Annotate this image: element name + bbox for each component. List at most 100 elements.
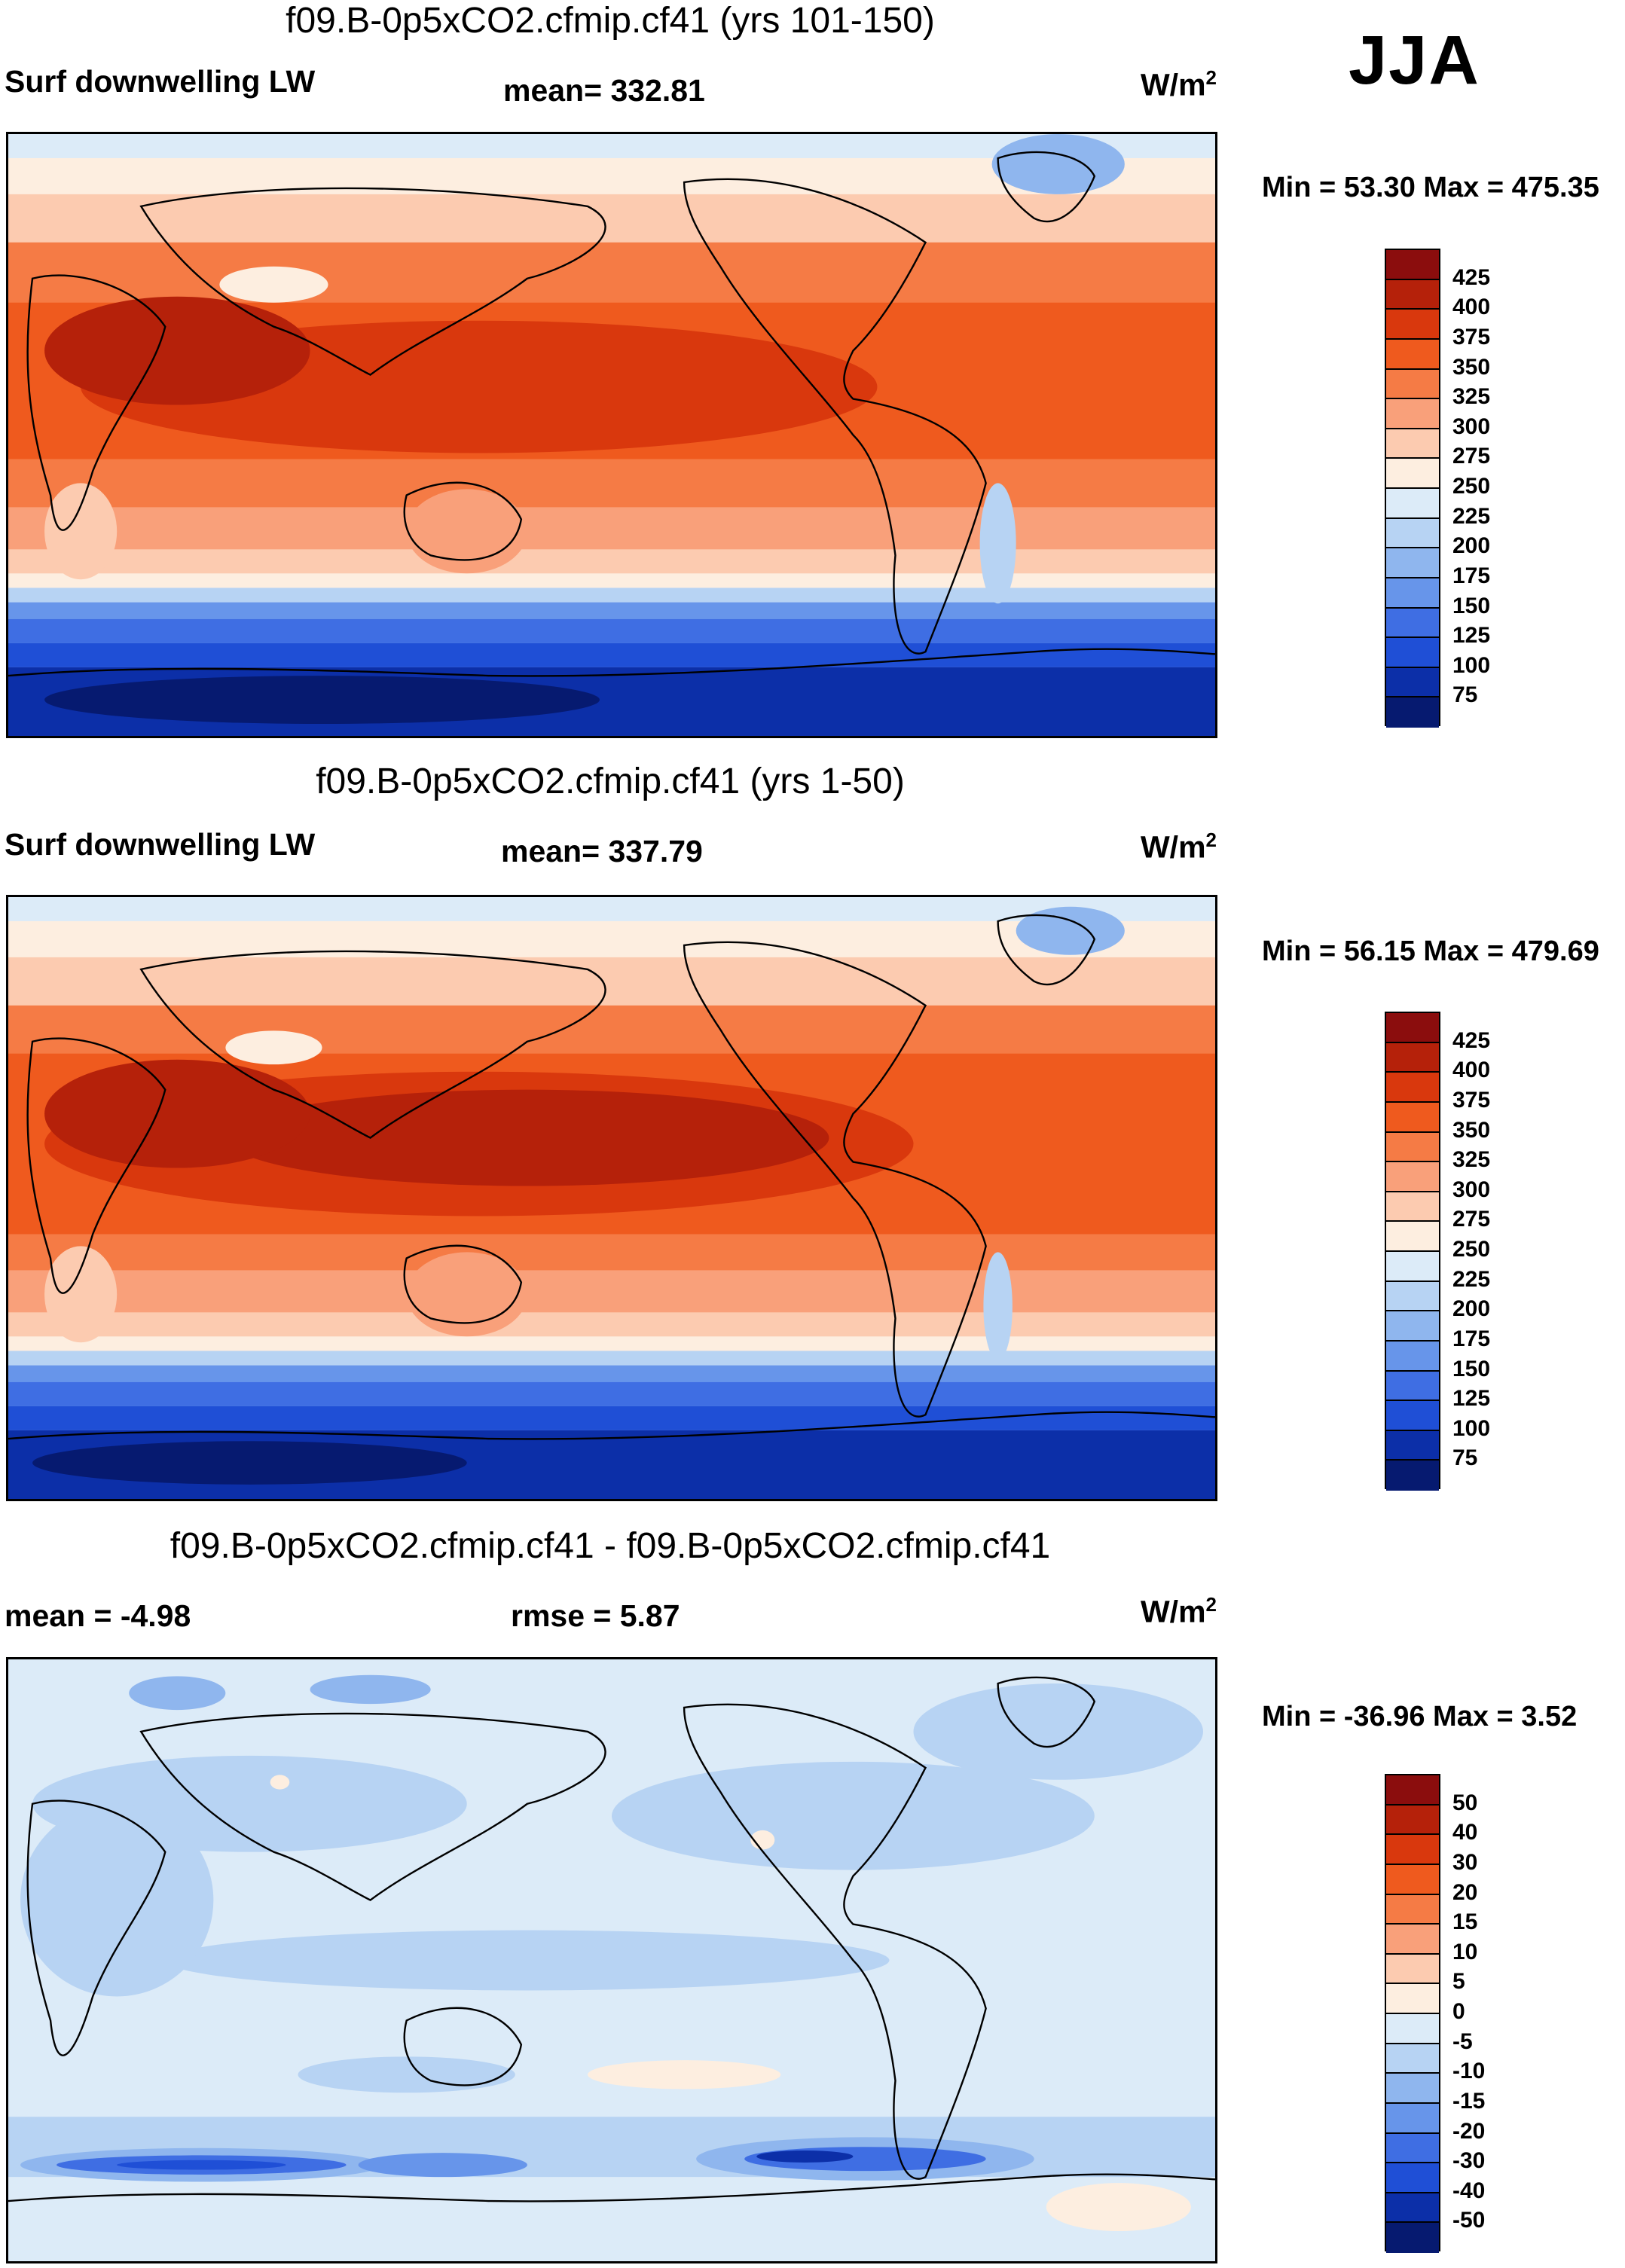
panel-2-mean-label: mean= 337.79 [501, 834, 703, 868]
colorbar-swatch [1386, 1775, 1439, 1806]
colorbar-tick-label: 250 [1452, 474, 1491, 499]
colorbar-swatch [1386, 250, 1439, 280]
panel-2-colorbar [1385, 1012, 1440, 1491]
colorbar-tick-label: 20 [1452, 1879, 1478, 1905]
panel-2-field [8, 897, 1215, 1499]
colorbar-tick-label: 75 [1452, 1445, 1478, 1471]
colorbar-swatch [1386, 1954, 1439, 1985]
panel-3-units: W/m2 [1140, 1593, 1217, 1629]
colorbar-swatch [1386, 1805, 1439, 1836]
colorbar-tick-label: 50 [1452, 1790, 1478, 1815]
colorbar-swatch [1386, 2163, 1439, 2193]
colorbar-tick-label: 75 [1452, 682, 1478, 708]
colorbar-swatch [1386, 1835, 1439, 1865]
colorbar-swatch [1386, 1430, 1439, 1461]
colorbar-tick-label: 125 [1452, 623, 1491, 649]
colorbar-swatch [1386, 369, 1439, 400]
panel-1-title: f09.B-0p5xCO2.cfmip.cf41 (yrs 101-150) [286, 1, 935, 41]
colorbar-swatch [1386, 2103, 1439, 2134]
colorbar-swatch [1386, 1864, 1439, 1895]
colorbar-tick-label: 350 [1452, 354, 1491, 380]
colorbar-tick-label: -20 [1452, 2118, 1486, 2144]
colorbar-swatch [1386, 1192, 1439, 1223]
colorbar-tick-label: 200 [1452, 1296, 1491, 1322]
panel-2-minmax: Min = 56.15 Max = 479.69 [1262, 936, 1599, 967]
colorbar-tick-label: -10 [1452, 2059, 1486, 2084]
colorbar-tick-label: 375 [1452, 1087, 1491, 1113]
colorbar-swatch [1386, 2044, 1439, 2074]
colorbar-swatch [1386, 2074, 1439, 2104]
colorbar-swatch [1386, 1162, 1439, 1192]
colorbar-tick-label: 425 [1452, 1027, 1491, 1053]
colorbar-swatch [1386, 638, 1439, 668]
colorbar-swatch [1386, 2133, 1439, 2164]
colorbar-swatch [1386, 1401, 1439, 1431]
colorbar-tick-label: 5 [1452, 1969, 1465, 1995]
colorbar-tick-label: 300 [1452, 1177, 1491, 1202]
colorbar-swatch [1386, 548, 1439, 578]
panel-3-mean-label: mean = -4.98 [5, 1598, 191, 1633]
colorbar-swatch [1386, 1311, 1439, 1342]
colorbar-tick-label: 30 [1452, 1849, 1478, 1875]
colorbar-tick-label: -15 [1452, 2088, 1486, 2114]
colorbar-swatch [1386, 518, 1439, 549]
panel-3-rmse-label: rmse = 5.87 [511, 1598, 680, 1633]
panel-2-title: f09.B-0p5xCO2.cfmip.cf41 (yrs 1-50) [316, 762, 905, 801]
colorbar-tick-label: 225 [1452, 503, 1491, 529]
colorbar-tick-label: 175 [1452, 563, 1491, 588]
colorbar-tick-label: -40 [1452, 2178, 1486, 2203]
colorbar-tick-label: 150 [1452, 1356, 1491, 1381]
colorbar-tick-label: 425 [1452, 264, 1491, 290]
colorbar-tick-label: 325 [1452, 384, 1491, 410]
colorbar-swatch [1386, 1013, 1439, 1043]
colorbar-swatch [1386, 2014, 1439, 2044]
colorbar-swatch [1386, 459, 1439, 489]
colorbar-tick-label: 250 [1452, 1237, 1491, 1262]
panel-1-minmax: Min = 53.30 Max = 475.35 [1262, 172, 1599, 203]
colorbar-tick-label: 150 [1452, 593, 1491, 618]
colorbar-swatch [1386, 697, 1439, 728]
colorbar-tick-label: 10 [1452, 1939, 1478, 1964]
colorbar-tick-label: 175 [1452, 1326, 1491, 1351]
colorbar-swatch [1386, 578, 1439, 609]
colorbar-tick-label: -30 [1452, 2148, 1486, 2174]
panel-2-variable-label: Surf downwelling LW [5, 827, 316, 862]
panel-3-field [8, 1659, 1215, 2261]
colorbar-tick-label: 100 [1452, 652, 1491, 678]
colorbar-swatch [1386, 279, 1439, 310]
colorbar-swatch [1386, 1102, 1439, 1133]
panel-1-field [8, 134, 1215, 736]
colorbar-tick-label: 375 [1452, 324, 1491, 350]
colorbar-swatch [1386, 1371, 1439, 1402]
colorbar-tick-label: 275 [1452, 1207, 1491, 1232]
panel-3-title: f09.B-0p5xCO2.cfmip.cf41 - f09.B-0p5xCO2… [170, 1526, 1051, 1566]
panel-3-colorbar [1385, 1774, 1440, 2253]
colorbar-swatch [1386, 1925, 1439, 1955]
colorbar-tick-label: -5 [1452, 2028, 1473, 2054]
panel-2-map [6, 895, 1217, 1501]
colorbar-swatch [1386, 1894, 1439, 1925]
colorbar-tick-label: 100 [1452, 1415, 1491, 1441]
colorbar-swatch [1386, 1252, 1439, 1282]
panel-1-mean-label: mean= 332.81 [503, 73, 705, 108]
panel-3-minmax: Min = -36.96 Max = 3.52 [1262, 1701, 1578, 1732]
colorbar-tick-label: 40 [1452, 1820, 1478, 1845]
colorbar-swatch [1386, 399, 1439, 429]
colorbar-swatch [1386, 1132, 1439, 1163]
colorbar-swatch [1386, 2223, 1439, 2253]
colorbar-tick-label: 400 [1452, 295, 1491, 320]
colorbar-tick-label: 225 [1452, 1266, 1491, 1292]
colorbar-tick-label: 350 [1452, 1117, 1491, 1143]
panel-3-map [6, 1657, 1217, 2263]
panel-1-units: W/m2 [1140, 66, 1217, 102]
panel-1-variable-label: Surf downwelling LW [5, 64, 316, 99]
colorbar-tick-label: 275 [1452, 444, 1491, 469]
colorbar-swatch [1386, 2193, 1439, 2224]
colorbar-tick-label: 200 [1452, 533, 1491, 559]
colorbar-swatch [1386, 1461, 1439, 1491]
colorbar-tick-label: 400 [1452, 1058, 1491, 1083]
colorbar-swatch [1386, 429, 1439, 459]
season-label: JJA [1349, 22, 1480, 99]
colorbar-tick-label: -50 [1452, 2208, 1486, 2233]
colorbar-swatch [1386, 1222, 1439, 1252]
